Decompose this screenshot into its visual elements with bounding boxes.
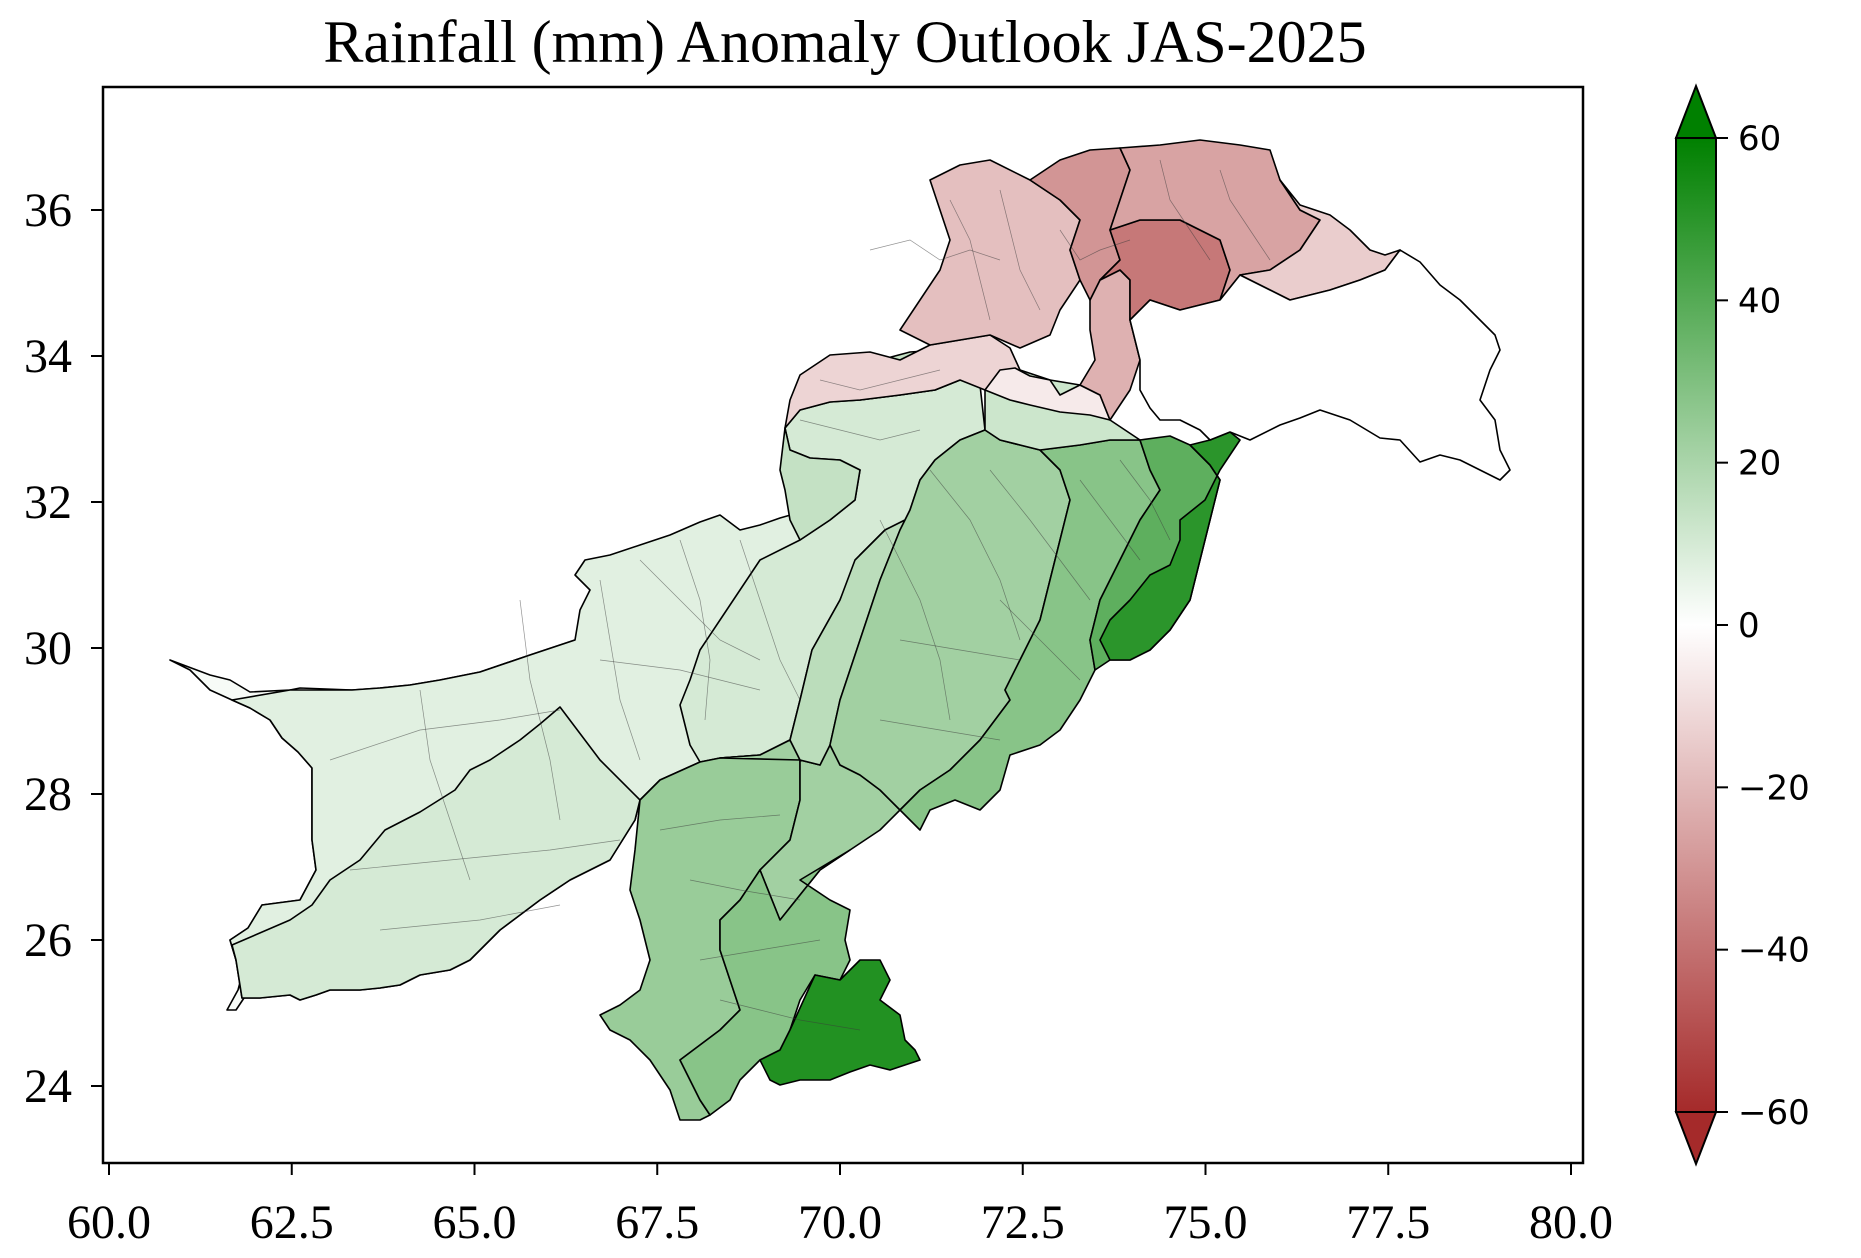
x-tick-label: 60.0 xyxy=(67,1196,151,1249)
colorbar-tick-label: 40 xyxy=(1738,281,1781,321)
y-tick-label: 34 xyxy=(24,330,72,383)
region-punjab-east[interactable] xyxy=(1099,431,1241,661)
map-layer xyxy=(169,139,1511,1121)
colorbar-tick-label: −40 xyxy=(1738,931,1810,971)
y-tick-label: 28 xyxy=(24,768,72,821)
y-axis: 24 26 28 30 32 34 36 xyxy=(24,184,103,1113)
x-tick-label: 62.5 xyxy=(250,1196,334,1249)
y-tick-label: 24 xyxy=(24,1060,72,1113)
colorbar-tick-label: −60 xyxy=(1738,1093,1810,1133)
x-axis: 60.0 62.5 65.0 67.5 70.0 72.5 75.0 77.5 80.0 xyxy=(67,1163,1613,1249)
region-makran-coast[interactable] xyxy=(231,706,641,1001)
colorbar-ticks: 60 40 20 0 −20 −40 −60 xyxy=(1716,119,1810,1133)
colorbar-extend-min xyxy=(1674,1111,1718,1167)
region-sindh-southeast[interactable] xyxy=(759,959,921,1086)
x-tick-label: 77.5 xyxy=(1346,1196,1430,1249)
colorbar-gradient xyxy=(1675,137,1717,1113)
district-boundaries xyxy=(329,159,1271,1031)
y-tick-label: 30 xyxy=(24,622,72,675)
colorbar-tick-label: −20 xyxy=(1738,768,1810,808)
colorbar-extend-max xyxy=(1674,83,1718,139)
y-tick-label: 36 xyxy=(24,184,72,237)
x-tick-label: 67.5 xyxy=(615,1196,699,1249)
y-tick-label: 26 xyxy=(24,914,72,967)
region-northern-territory[interactable] xyxy=(1129,249,1511,481)
colorbar-tick-label: 0 xyxy=(1738,606,1760,646)
colorbar-tick-label: 20 xyxy=(1738,444,1781,484)
chart-title: Rainfall (mm) Anomaly Outlook JAS-2025 xyxy=(323,9,1366,75)
colorbar-tick-label: 60 xyxy=(1738,119,1781,159)
x-tick-label: 70.0 xyxy=(798,1196,882,1249)
y-tick-label: 32 xyxy=(24,476,72,529)
x-tick-label: 65.0 xyxy=(433,1196,517,1249)
x-tick-label: 72.5 xyxy=(981,1196,1065,1249)
x-tick-label: 75.0 xyxy=(1164,1196,1248,1249)
x-tick-label: 80.0 xyxy=(1529,1196,1613,1249)
colorbar: 60 40 20 0 −20 −40 −60 xyxy=(1674,83,1810,1167)
